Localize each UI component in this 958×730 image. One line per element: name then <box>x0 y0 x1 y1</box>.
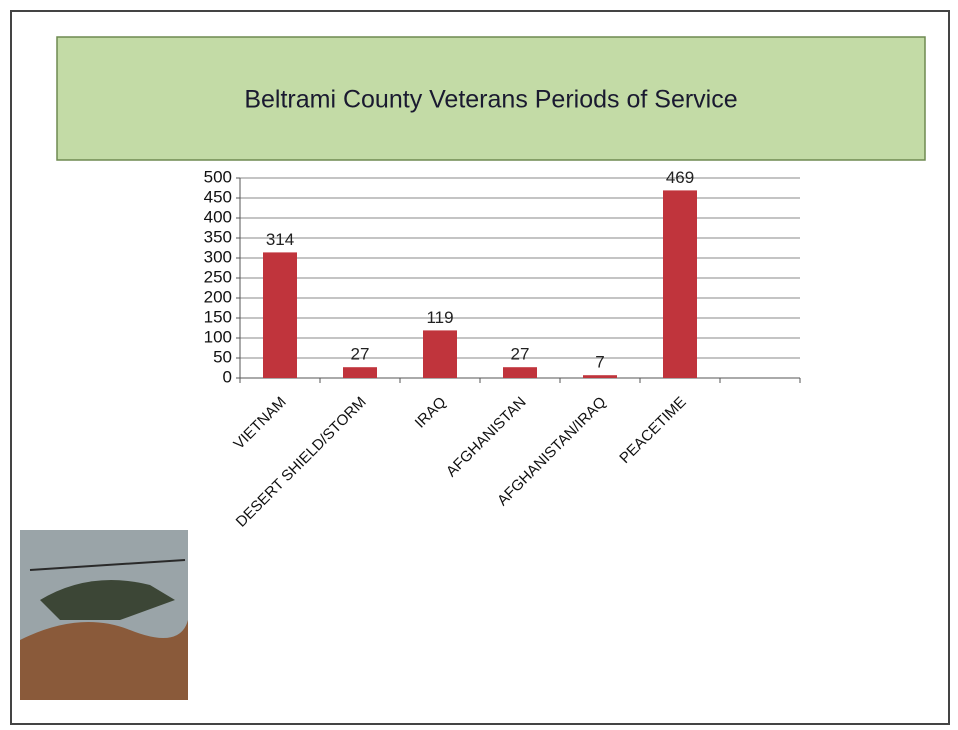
data-label: 27 <box>351 345 370 364</box>
y-tick-label: 450 <box>204 187 232 206</box>
y-tick-label: 500 <box>204 167 232 186</box>
y-tick-label: 100 <box>204 327 232 346</box>
chart-title: Beltrami County Veterans Periods of Serv… <box>244 86 737 114</box>
y-tick-label: 200 <box>204 287 232 306</box>
bar <box>663 190 697 378</box>
bar <box>263 252 297 378</box>
data-label: 27 <box>511 345 530 364</box>
photo-helicopter <box>40 580 175 620</box>
title-box <box>56 36 926 161</box>
bar <box>343 367 377 378</box>
data-label: 7 <box>595 353 604 372</box>
bar <box>503 367 537 378</box>
bar <box>423 330 457 378</box>
data-label: 119 <box>426 308 453 327</box>
y-tick-label: 150 <box>204 307 232 326</box>
photo-rotor <box>29 559 186 571</box>
data-label: 469 <box>666 168 694 187</box>
y-tick-label: 50 <box>213 347 232 366</box>
y-tick-label: 400 <box>204 207 232 226</box>
photo <box>20 530 188 700</box>
photo-ground <box>20 620 188 700</box>
y-tick-label: 0 <box>223 367 232 386</box>
y-tick-label: 300 <box>204 247 232 266</box>
bar <box>583 375 617 378</box>
data-label: 314 <box>266 230 294 249</box>
y-tick-label: 250 <box>204 267 232 286</box>
y-tick-label: 350 <box>204 227 232 246</box>
